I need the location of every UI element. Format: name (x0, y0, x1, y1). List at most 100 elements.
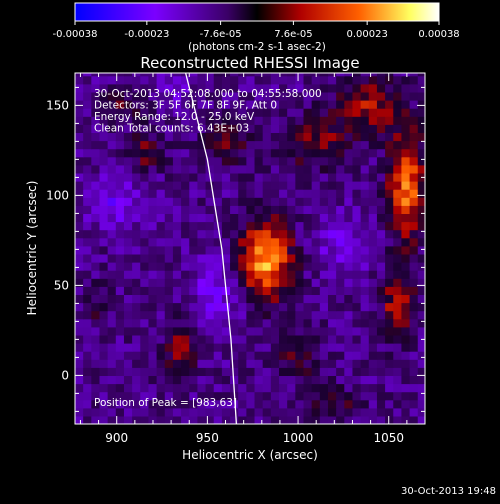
heatmap-cell (262, 286, 272, 295)
heatmap-cell (368, 100, 378, 109)
heatmap-cell (246, 156, 256, 166)
heatmap-cell (107, 221, 117, 231)
heatmap-cell (287, 116, 296, 125)
heatmap-cell (311, 181, 321, 190)
heatmap-cell (205, 73, 215, 77)
heatmap-cell (295, 294, 305, 304)
heatmap-cell (287, 221, 296, 231)
heatmap-cell (246, 116, 256, 125)
heatmap-cell (140, 181, 150, 190)
heatmap-cell (409, 270, 419, 279)
heatmap-cell (319, 229, 329, 239)
heatmap-cell (254, 375, 264, 385)
heatmap-cell (181, 83, 190, 93)
heatmap-cell (279, 278, 288, 287)
heatmap-cell (205, 75, 215, 85)
heatmap-cell (336, 407, 345, 417)
heatmap-cell (417, 359, 425, 368)
heatmap-cell (295, 407, 305, 417)
heatmap-cell (376, 181, 386, 190)
heatmap-cell (172, 407, 182, 417)
heatmap-cell (132, 213, 141, 223)
heatmap-cell (295, 351, 305, 360)
heatmap-cell (385, 229, 394, 239)
heatmap-cell (83, 407, 92, 417)
heatmap-cell (368, 164, 378, 174)
heatmap-cell (91, 270, 101, 279)
heatmap-cell (213, 407, 223, 417)
heatmap-cell (181, 164, 190, 174)
heatmap-cell (189, 351, 199, 360)
heatmap-cell (344, 124, 354, 133)
heatmap-cell (311, 156, 321, 166)
heatmap-cell (164, 415, 174, 424)
heatmap-cell (107, 124, 117, 133)
heatmap-cell (238, 302, 247, 312)
heatmap-cell (270, 75, 280, 85)
heatmap-cell (91, 326, 101, 336)
heatmap-cell (287, 375, 296, 385)
heatmap-cell (148, 326, 158, 336)
heatmap-cell (99, 213, 109, 223)
heatmap-cell (262, 391, 272, 401)
heatmap-cell (107, 205, 117, 214)
heatmap-cell (172, 221, 182, 231)
heatmap-cell (238, 343, 247, 352)
heatmap-cell (213, 343, 223, 352)
heatmap-cell (238, 237, 247, 247)
heatmap-cell (246, 399, 256, 409)
heatmap-cell (213, 359, 223, 368)
heatmap-cell (91, 253, 101, 263)
heatmap-cell (91, 100, 101, 109)
heatmap-cell (344, 262, 354, 271)
heatmap-cell (368, 148, 378, 158)
heatmap-cell (132, 100, 141, 109)
heatmap-cell (385, 359, 394, 368)
heatmap-cell (287, 286, 296, 295)
heatmap-cell (327, 334, 337, 344)
heatmap-cell (172, 318, 182, 328)
heatmap-cell (279, 189, 288, 198)
heatmap-cell (254, 156, 264, 166)
heatmap-cell (368, 383, 378, 393)
heatmap-cell (344, 375, 354, 385)
heatmap-cell (123, 213, 133, 223)
heatmap-cell (230, 415, 239, 424)
heatmap-cell (205, 399, 215, 409)
heatmap-cell (352, 237, 362, 247)
heatmap-cell (246, 73, 256, 77)
heatmap-cell (409, 75, 419, 85)
heatmap-cell (213, 391, 223, 401)
heatmap-cell (360, 391, 370, 401)
heatmap-cell (327, 221, 337, 231)
heatmap-cell (238, 197, 247, 206)
heatmap-cell (83, 245, 92, 255)
heatmap-cell (189, 189, 199, 198)
heatmap-cell (246, 181, 256, 190)
heatmap-cell (164, 213, 174, 223)
heatmap-cell (336, 237, 345, 247)
heatmap-cell (262, 83, 272, 93)
heatmap-cell (213, 189, 223, 198)
heatmap-cell (172, 310, 182, 320)
colorbar-unit-label: (photons cm-2 s-1 asec-2) (188, 41, 326, 53)
heatmap-cell (401, 399, 411, 409)
heatmap-cell (181, 391, 190, 401)
heatmap-cell (75, 253, 84, 263)
heatmap-cell (205, 278, 215, 287)
heatmap-cell (254, 351, 264, 360)
heatmap-cell (197, 73, 207, 77)
heatmap-cell (205, 359, 215, 368)
heatmap-cell (156, 132, 166, 142)
heatmap-cell (303, 415, 313, 424)
heatmap-cell (368, 116, 378, 125)
heatmap-cell (409, 262, 419, 271)
heatmap-cell (262, 351, 272, 360)
heatmap-cell (376, 359, 386, 368)
heatmap-cell (181, 359, 190, 368)
heatmap-cell (352, 399, 362, 409)
heatmap-cell (368, 172, 378, 182)
heatmap-cell (262, 237, 272, 247)
heatmap-cell (197, 164, 207, 174)
heatmap-cell (148, 221, 158, 231)
